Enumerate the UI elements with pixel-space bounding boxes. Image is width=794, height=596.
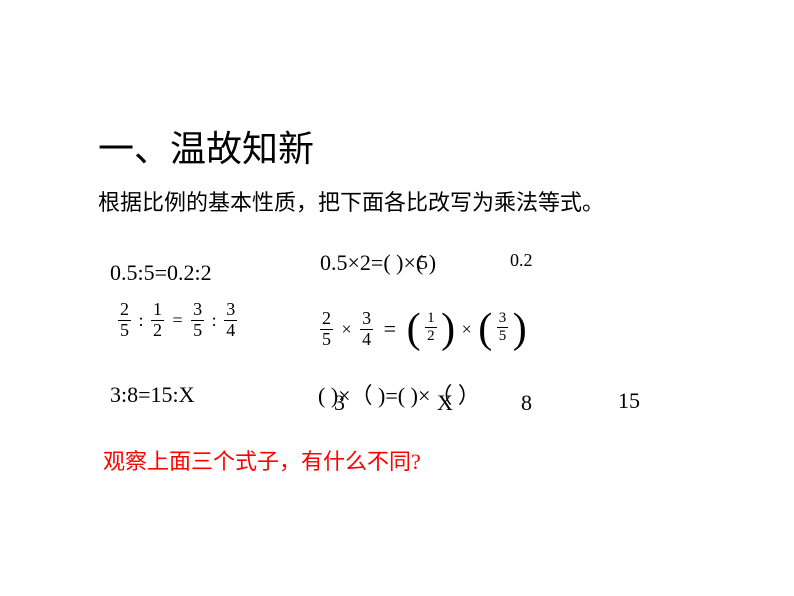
paren-open: ( bbox=[478, 308, 492, 350]
eq1-answer-2: 0.2 bbox=[510, 250, 533, 271]
paren-open: ( bbox=[407, 308, 421, 350]
equation-2-right: 2 5 × 3 4 = ( 1 2 ) × ( 3 5 ) bbox=[320, 308, 527, 350]
frac-den: 5 bbox=[320, 330, 333, 350]
eq1-prefix: 0.5×2=( bbox=[320, 250, 391, 275]
paren-close: ) bbox=[513, 308, 527, 350]
frac-num: 3 bbox=[224, 300, 237, 321]
frac-den: 5 bbox=[118, 321, 131, 341]
frac-den: 4 bbox=[360, 330, 373, 350]
frac-den: 5 bbox=[497, 328, 509, 345]
fraction-r-1-2: 1 2 bbox=[425, 310, 437, 344]
equation-1-left: 0.5:5=0.2:2 bbox=[110, 260, 212, 286]
fraction-r-3-5: 3 5 bbox=[497, 310, 509, 344]
frac-num: 1 bbox=[151, 300, 164, 321]
eq1-answer-1: 5 bbox=[418, 252, 428, 275]
paren-close: ) bbox=[441, 308, 455, 350]
eq3-answer-4: 15 bbox=[618, 388, 640, 414]
fraction-3-5: 3 5 bbox=[191, 300, 204, 341]
instruction-text: 根据比例的基本性质，把下面各比改写为乘法等式。 bbox=[98, 185, 604, 217]
fraction-r-2-5: 2 5 bbox=[320, 309, 333, 350]
frac-num: 2 bbox=[320, 309, 333, 330]
equals: = bbox=[173, 310, 183, 330]
equation-3-left: 3:8=15:X bbox=[110, 382, 195, 408]
frac-num: 2 bbox=[118, 300, 131, 321]
eq3-answer-1: 3 bbox=[334, 390, 345, 416]
colon: : bbox=[139, 310, 144, 330]
colon: : bbox=[212, 310, 217, 330]
frac-den: 2 bbox=[151, 321, 164, 341]
frac-num: 3 bbox=[360, 309, 373, 330]
eq3-answer-3: 8 bbox=[521, 390, 532, 416]
frac-num: 3 bbox=[191, 300, 204, 321]
equals: = bbox=[384, 316, 396, 341]
times-sign: × bbox=[342, 319, 352, 339]
frac-den: 5 bbox=[191, 321, 204, 341]
section-heading: 一、温故知新 bbox=[98, 120, 314, 172]
fraction-r-3-4: 3 4 bbox=[360, 309, 373, 350]
fraction-3-4: 3 4 bbox=[224, 300, 237, 341]
observation-text: 观察上面三个式子，有什么不同? bbox=[103, 444, 421, 476]
fraction-2-5: 2 5 bbox=[118, 300, 131, 341]
eq3-answer-2: X bbox=[437, 390, 453, 416]
frac-den: 2 bbox=[425, 328, 437, 345]
frac-num: 3 bbox=[497, 310, 509, 328]
times-sign: × bbox=[462, 319, 472, 339]
equation-2-left: 2 5 : 1 2 = 3 5 : 3 4 bbox=[118, 300, 237, 341]
eq1-mid: )×( ) bbox=[396, 250, 436, 275]
fraction-1-2: 1 2 bbox=[151, 300, 164, 341]
frac-den: 4 bbox=[224, 321, 237, 341]
frac-num: 1 bbox=[425, 310, 437, 328]
